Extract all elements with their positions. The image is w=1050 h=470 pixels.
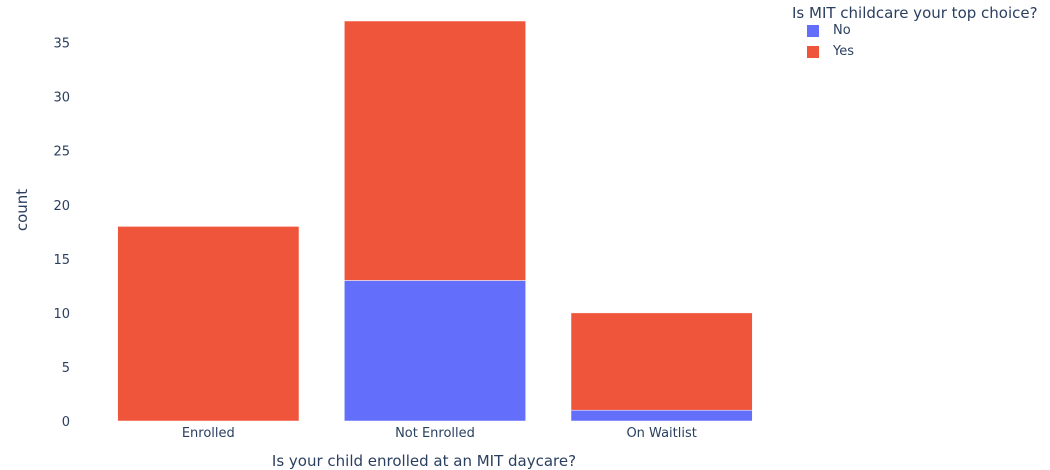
y-tick-label: 10 (53, 307, 70, 322)
legend-item-yes[interactable]: Yes (807, 43, 1038, 64)
y-tick-label: 15 (53, 253, 70, 268)
bar-yes-not-enrolled (344, 20, 526, 281)
legend-title: Is MIT childcare your top choice? (792, 4, 1038, 22)
y-tick-label: 5 (62, 361, 70, 376)
x-axis-title: Is your child enrolled at an MIT daycare… (272, 452, 576, 470)
x-axis-ticks: Enrolled Not Enrolled On Waitlist (182, 426, 697, 441)
legend-label: No (833, 23, 851, 38)
bar-no-on-waitlist (570, 409, 753, 422)
legend: Is MIT childcare your top choice? No Yes (792, 4, 1038, 64)
y-tick-label: 0 (62, 415, 70, 430)
y-tick-label: 20 (53, 199, 70, 214)
y-axis-ticks: 0 5 10 15 20 25 30 35 (53, 37, 70, 430)
bar-no-not-enrolled (344, 280, 526, 422)
bars (117, 20, 753, 422)
y-axis-title: count (13, 189, 31, 231)
legend-items: No Yes (792, 22, 1038, 64)
legend-swatch (807, 46, 819, 58)
bar-yes-enrolled (117, 226, 300, 422)
bar-yes-on-waitlist (570, 312, 753, 411)
y-tick-label: 35 (53, 37, 70, 52)
x-tick-label: Not Enrolled (395, 426, 475, 441)
legend-item-no[interactable]: No (807, 22, 1038, 43)
x-tick-label: Enrolled (182, 426, 235, 441)
x-tick-label: On Waitlist (626, 426, 696, 441)
legend-swatch (807, 25, 819, 37)
y-tick-label: 25 (53, 145, 70, 160)
legend-label: Yes (833, 44, 854, 59)
y-tick-label: 30 (53, 91, 70, 106)
